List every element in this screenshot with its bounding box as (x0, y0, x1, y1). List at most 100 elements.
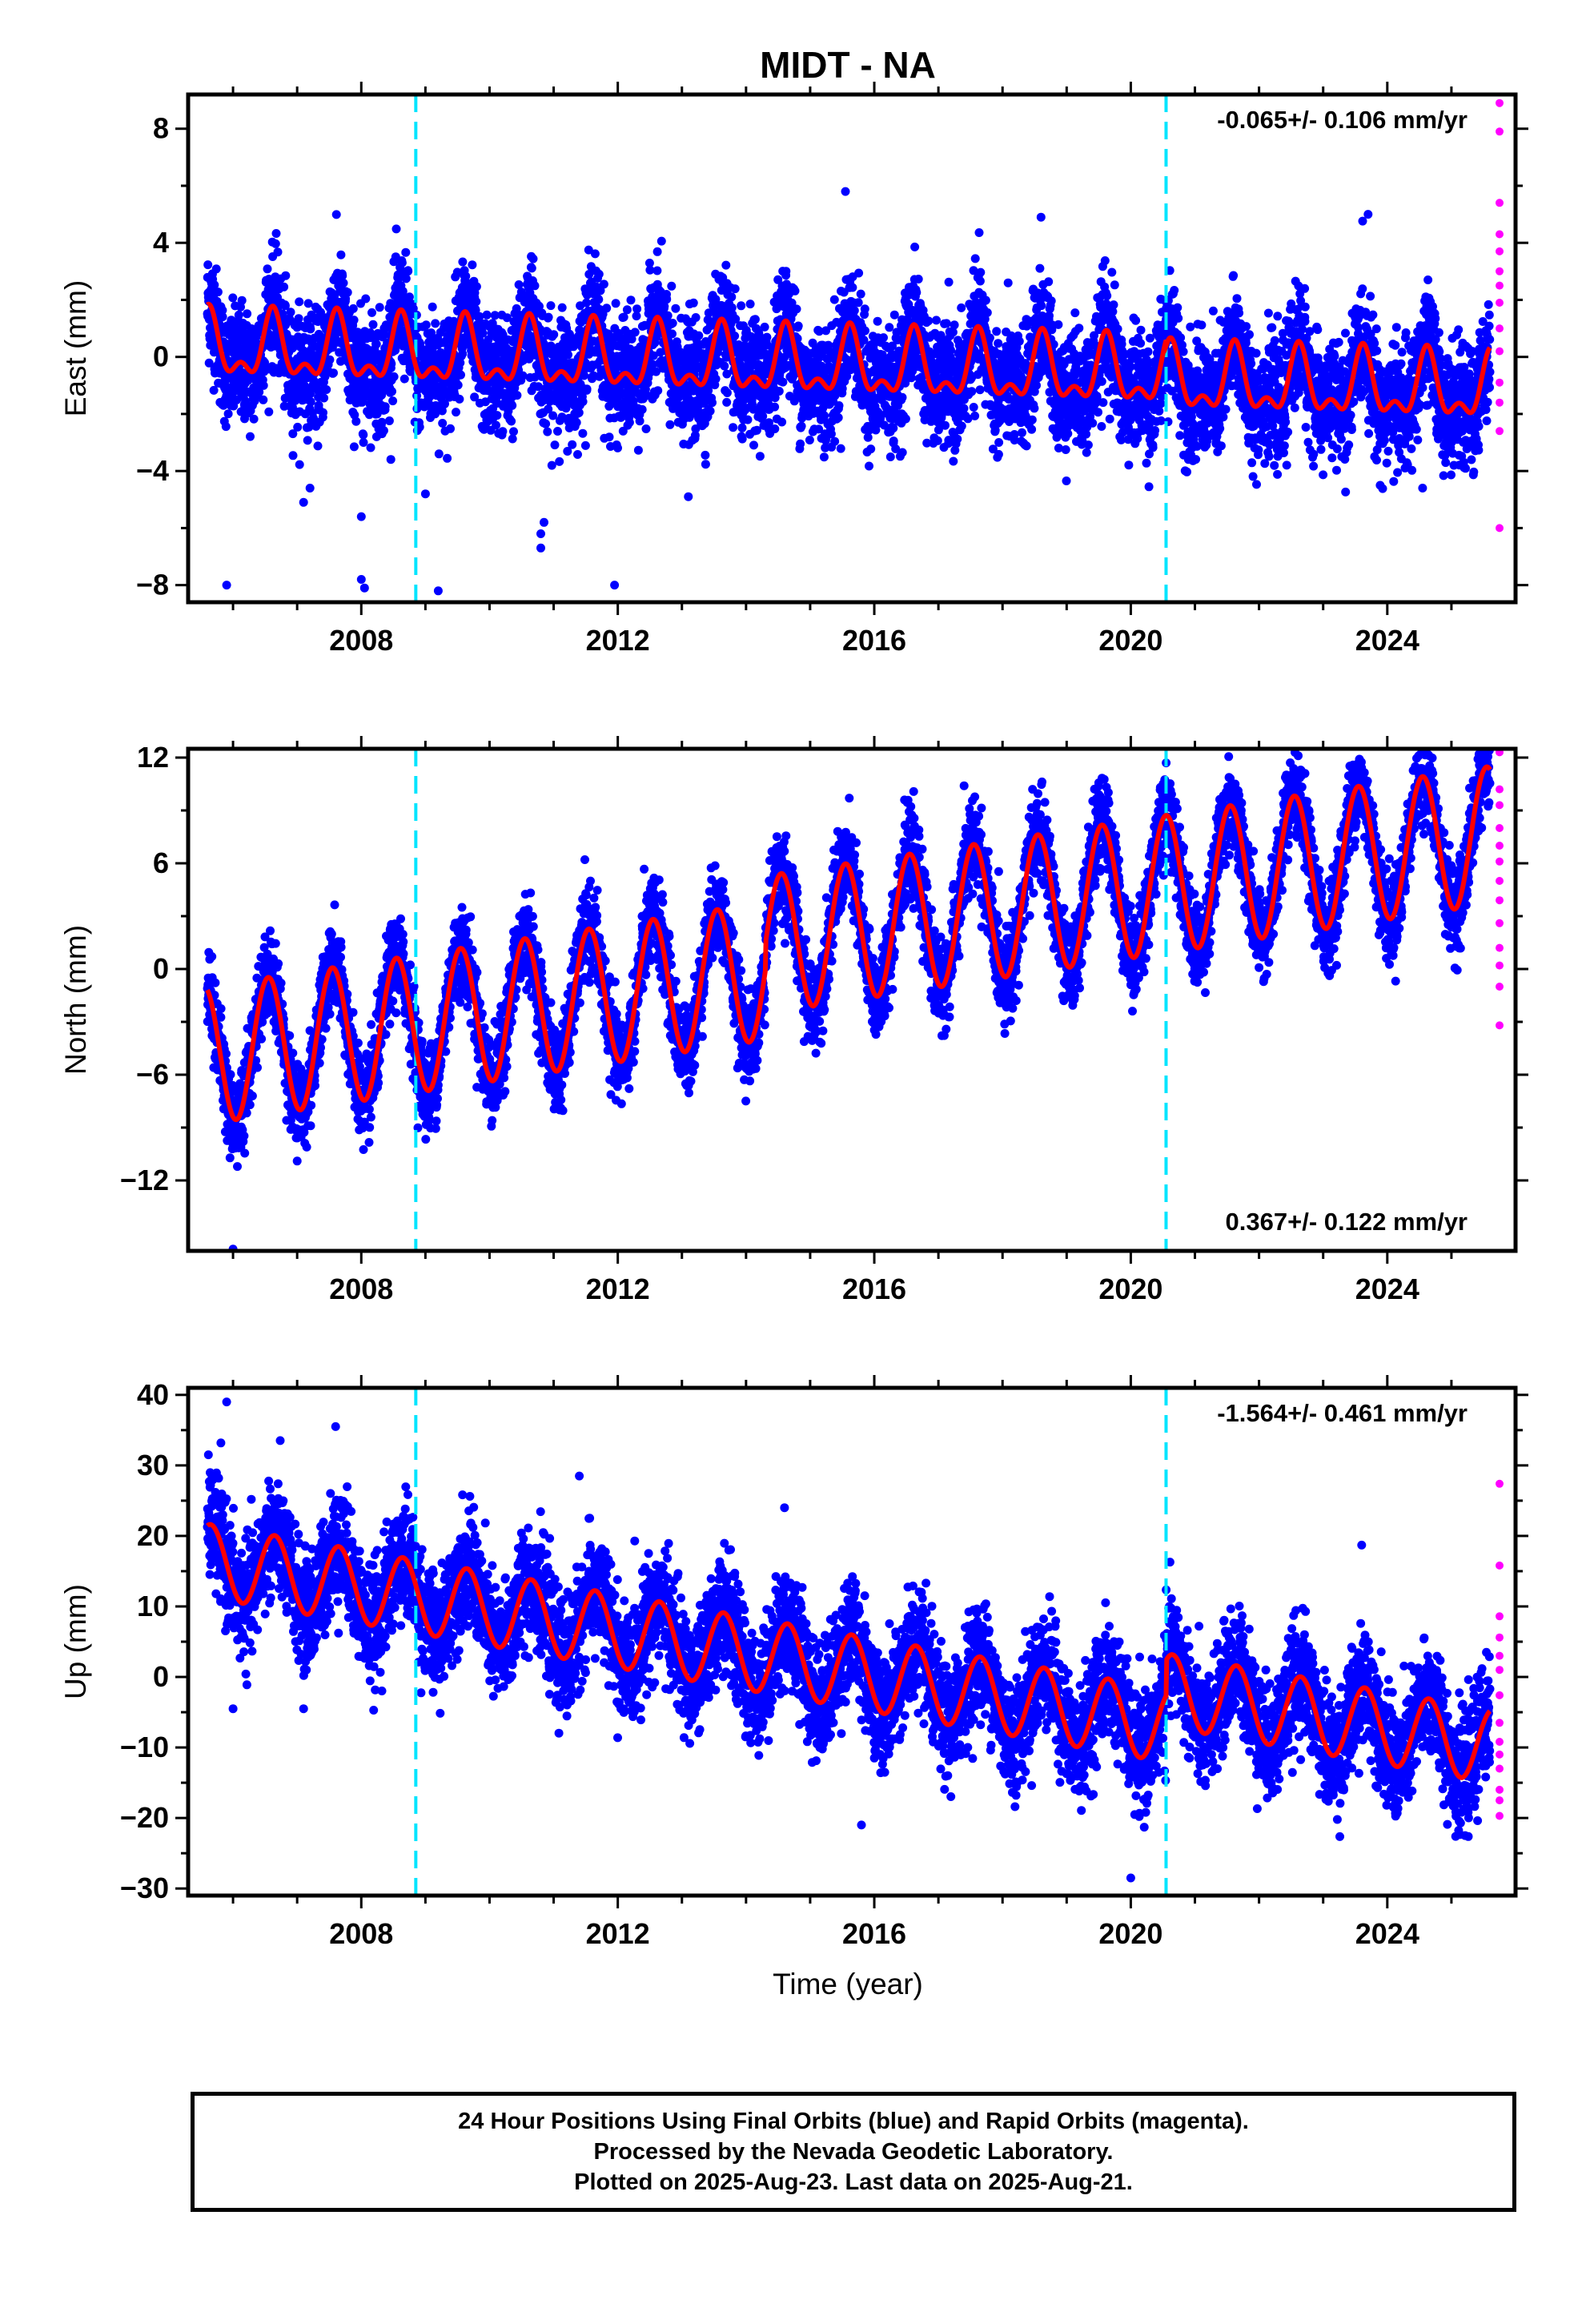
final-orbit-point (942, 319, 951, 328)
final-orbit-point (970, 411, 980, 420)
final-orbit-point (550, 440, 560, 450)
final-orbit-point (635, 416, 644, 426)
final-orbit-point (541, 419, 551, 428)
final-orbit-point (889, 436, 898, 446)
final-orbit-point (401, 274, 411, 283)
final-orbit-point (508, 400, 517, 410)
final-orbit-point (329, 368, 338, 378)
final-orbit-point (218, 312, 227, 322)
final-orbit-point (434, 449, 444, 459)
final-orbit-point (985, 333, 994, 343)
final-orbit-point (994, 438, 1004, 447)
final-orbit-point (948, 328, 958, 337)
final-orbit-point (415, 422, 424, 432)
final-orbit-point (528, 254, 538, 263)
final-orbit-point (946, 345, 955, 355)
final-orbit-point (389, 372, 399, 381)
final-orbit-point (762, 332, 772, 342)
final-orbit-point (210, 280, 219, 290)
final-orbit-point (701, 460, 710, 469)
final-orbit-point (944, 277, 954, 287)
final-orbit-point (860, 304, 869, 314)
final-orbit-point (280, 301, 290, 311)
final-orbit-point (805, 436, 814, 444)
final-orbit-point (749, 440, 758, 450)
final-orbit-point (729, 423, 738, 432)
final-orbit-point (218, 305, 227, 315)
final-orbit-point (885, 323, 894, 332)
final-orbit-point (879, 333, 888, 343)
final-orbit-point (994, 449, 1003, 459)
final-orbit-point (443, 453, 452, 463)
final-orbit-point (656, 236, 666, 246)
final-orbit-point (361, 294, 371, 304)
final-orbit-point (384, 416, 394, 425)
final-orbit-point (602, 304, 612, 313)
final-orbit-point (668, 319, 677, 328)
final-orbit-point (1046, 296, 1056, 306)
final-orbit-points (203, 187, 1495, 596)
final-orbit-point (849, 306, 859, 316)
final-orbit-point (873, 316, 882, 326)
final-orbit-point (663, 311, 673, 320)
final-orbit-point (750, 315, 760, 324)
final-orbit-point (325, 355, 335, 364)
final-orbit-point (512, 391, 522, 400)
final-orbit-point (694, 331, 704, 340)
final-orbit-point (1054, 320, 1063, 329)
final-orbit-point (668, 329, 677, 339)
final-orbit-point (237, 296, 247, 305)
final-orbit-point (1022, 441, 1031, 451)
final-orbit-point (777, 417, 787, 427)
final-orbit-point (255, 388, 264, 397)
final-orbit-point (613, 443, 622, 452)
final-orbit-point (421, 320, 431, 330)
final-orbit-point (863, 432, 873, 442)
final-orbit-point (950, 320, 959, 330)
final-orbit-point (932, 316, 941, 325)
final-orbit-point (745, 300, 755, 309)
final-orbit-point (557, 303, 567, 312)
final-orbit-point (306, 397, 315, 407)
final-orbit-point (249, 414, 259, 424)
chart-title: MIDT - NA (760, 44, 936, 86)
final-orbit-point (834, 401, 844, 410)
final-orbit-point (203, 260, 213, 270)
final-orbit-point (555, 456, 564, 466)
final-orbit-point (594, 295, 604, 304)
final-orbit-point (348, 304, 358, 313)
final-orbit-point (760, 322, 769, 332)
final-orbit-point (796, 439, 805, 448)
final-orbit-point (367, 308, 376, 317)
final-orbit-point (263, 264, 272, 274)
final-orbit-point (431, 319, 440, 328)
final-orbit-point (264, 407, 274, 416)
final-orbit-point (546, 301, 556, 311)
final-orbit-point (836, 444, 845, 453)
final-orbit-point (349, 316, 359, 325)
final-orbit-point (507, 416, 516, 426)
final-orbit-point (994, 339, 1003, 348)
final-orbit-point (568, 440, 577, 449)
final-orbit-point (455, 394, 464, 404)
final-orbit-point (578, 397, 588, 406)
final-orbit-point (440, 399, 449, 408)
final-orbit-point (359, 438, 368, 447)
final-orbit-point (271, 229, 281, 238)
final-orbit-point (404, 292, 414, 302)
final-orbit-point (833, 413, 843, 422)
final-orbit-point (294, 314, 303, 324)
final-orbit-point (427, 328, 436, 338)
final-orbit-point (959, 404, 969, 413)
final-orbit-point (371, 340, 381, 349)
final-orbit-point (288, 429, 298, 439)
final-orbit-point (322, 385, 331, 394)
final-orbit-point (458, 349, 468, 359)
final-orbit-point (708, 398, 717, 408)
final-orbit-point (866, 444, 876, 454)
final-orbit-point (366, 443, 375, 452)
final-orbit-point (458, 257, 468, 267)
final-orbit-point (437, 406, 447, 416)
final-orbit-point (453, 380, 463, 390)
